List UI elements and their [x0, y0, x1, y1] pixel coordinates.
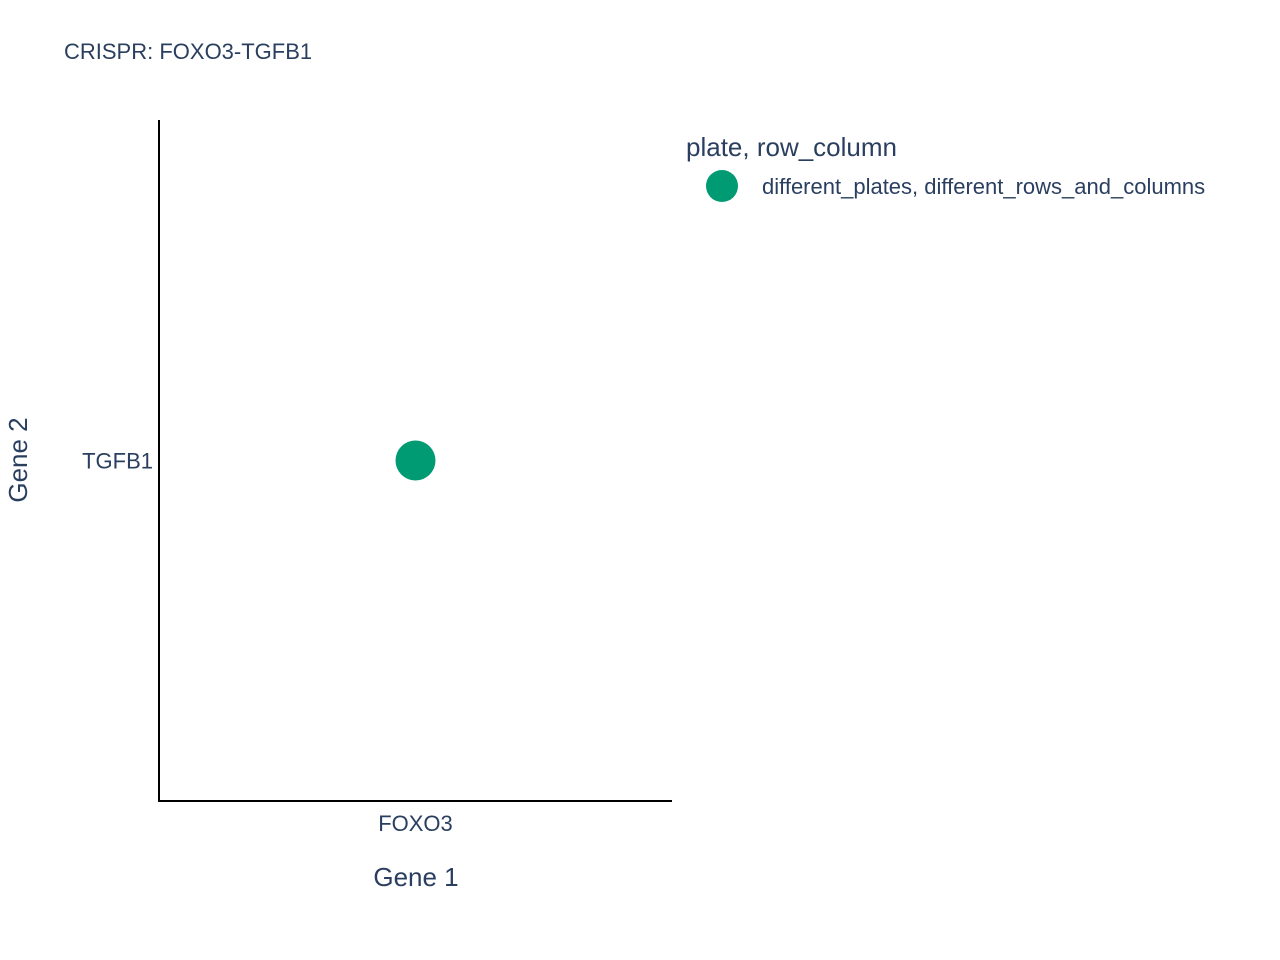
y-tick-label: TGFB1 [82, 449, 153, 474]
data-point[interactable] [395, 440, 436, 481]
axes [158, 120, 672, 802]
legend-items: different_plates, different_rows_and_col… [706, 170, 1205, 202]
x-axis-title: Gene 1 [373, 862, 458, 892]
legend-marker [706, 170, 738, 202]
x-tick-label: FOXO3 [378, 811, 453, 836]
legend-label: different_plates, different_rows_and_col… [762, 174, 1205, 199]
y-tick-labels: TGFB1 [82, 449, 153, 474]
y-axis-title: Gene 2 [3, 417, 33, 502]
data-points [395, 440, 436, 481]
x-tick-labels: FOXO3 [378, 811, 453, 836]
legend: plate, row_column different_plates, diff… [686, 132, 1205, 202]
chart-title: CRISPR: FOXO3-TGFB1 [64, 39, 312, 64]
legend-title: plate, row_column [686, 132, 897, 162]
